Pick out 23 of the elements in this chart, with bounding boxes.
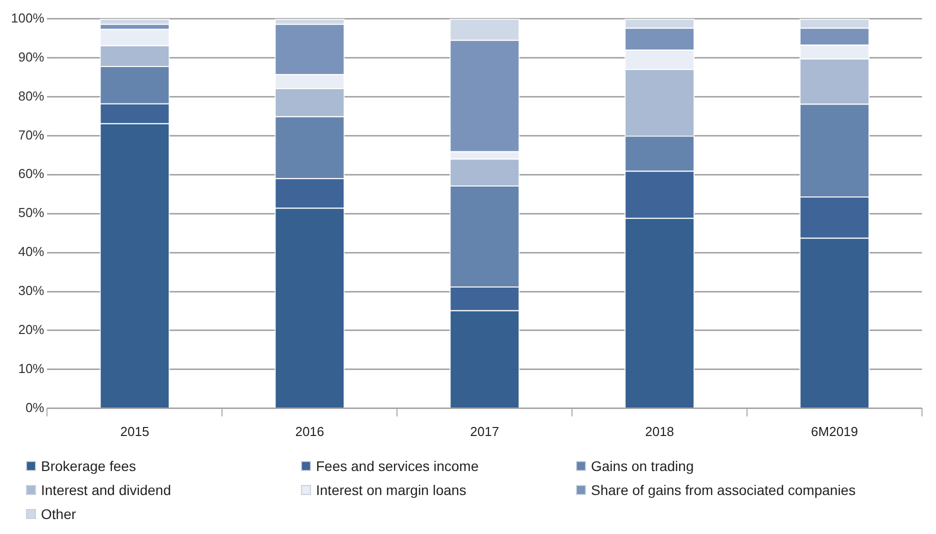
x-tick-label: 2017 [470, 424, 500, 439]
legend-label: Brokerage fees [41, 458, 136, 474]
y-tick-label: 20% [18, 322, 45, 338]
y-tick-label: 30% [18, 283, 45, 298]
y-tick-label: 10% [18, 361, 45, 376]
y-tick-label: 40% [18, 244, 45, 260]
legend-label: Interest and dividend [41, 482, 171, 498]
legend-label: Fees and services income [316, 458, 479, 474]
x-tick-label: 2016 [295, 424, 324, 439]
legend-label: Other [41, 506, 76, 522]
legend-label: Share of gains from associated companies [591, 482, 856, 498]
legend-label: Gains on trading [591, 458, 694, 474]
y-tick-label: 70% [18, 127, 45, 142]
x-tick-label: 6M2019 [811, 424, 858, 439]
y-tick-label: 90% [18, 49, 45, 64]
y-tick-label: 80% [18, 88, 45, 104]
y-tick-label: 50% [18, 205, 45, 220]
x-tick-label: 2018 [645, 424, 674, 439]
y-tick-label: 100% [11, 10, 45, 26]
y-tick-label: 60% [18, 166, 45, 182]
y-tick-label: 0% [25, 400, 45, 415]
legend-label: Interest on margin loans [316, 482, 466, 498]
x-tick-label: 2015 [120, 424, 150, 439]
